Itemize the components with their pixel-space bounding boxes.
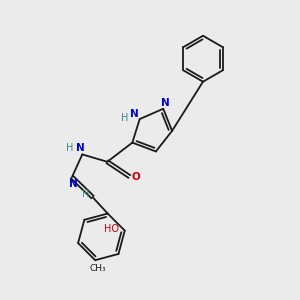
Text: H: H: [82, 189, 90, 199]
Text: H: H: [121, 112, 129, 123]
Text: N: N: [76, 143, 85, 153]
Text: HO: HO: [104, 224, 119, 234]
Text: N: N: [161, 98, 170, 109]
Text: O: O: [131, 172, 140, 182]
Text: N: N: [130, 109, 139, 119]
Text: H: H: [66, 143, 74, 153]
Text: N: N: [69, 178, 78, 189]
Text: CH₃: CH₃: [90, 264, 106, 273]
